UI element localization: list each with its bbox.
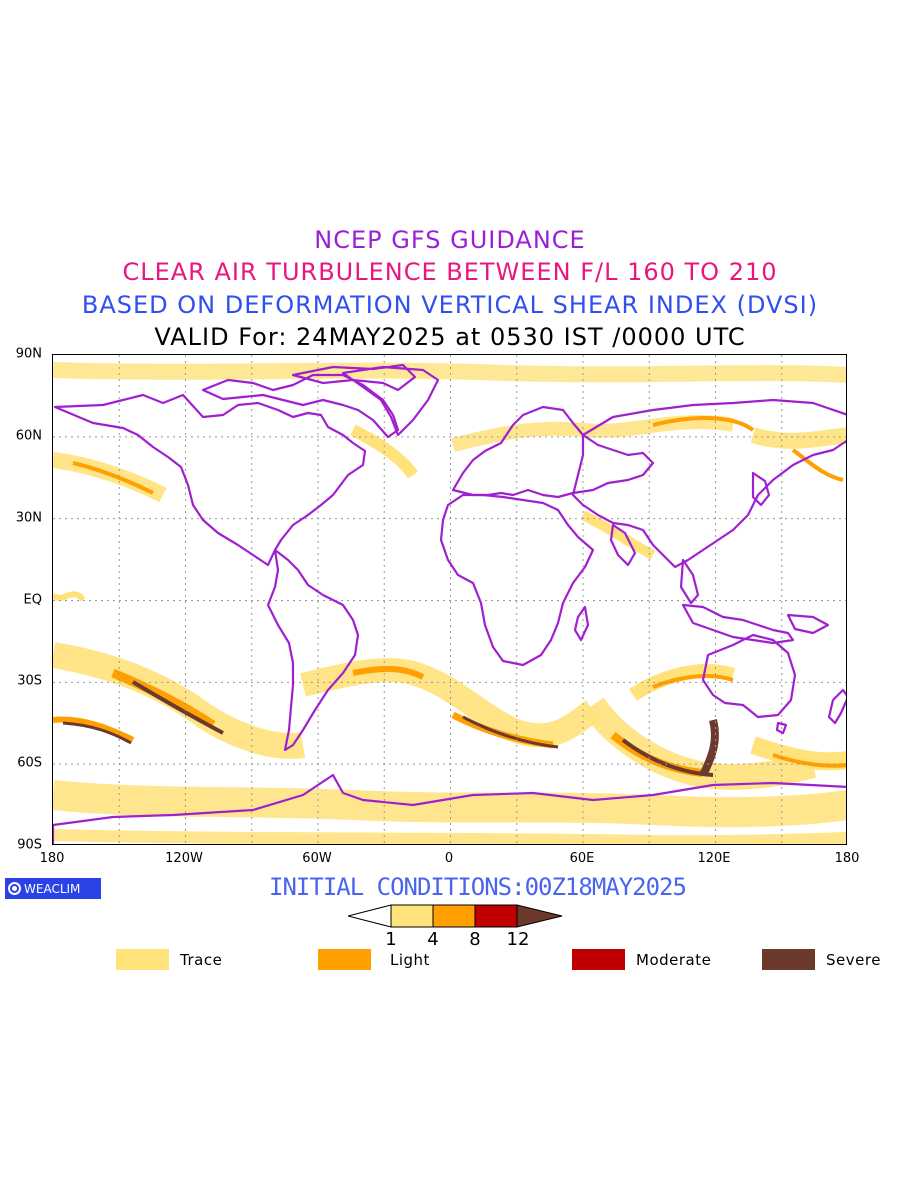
- lat-label-60n: 60N: [15, 428, 42, 444]
- colorbar-tick-4: 4: [427, 929, 439, 950]
- lat-label-90n: 90N: [15, 346, 42, 362]
- lat-label-30n: 30N: [15, 510, 42, 526]
- colorbar-below-1: [348, 904, 392, 928]
- lon-label-60e: 60E: [569, 851, 595, 866]
- colorbar-above-12: [516, 904, 563, 928]
- legend-label-trace: Trace: [180, 951, 223, 969]
- colorbar-tick-8: 8: [469, 929, 481, 950]
- colorbar-bin-moderate: [474, 904, 518, 928]
- title-product: NCEP GFS GUIDANCE: [314, 226, 586, 254]
- lon-label-120e: 120E: [697, 851, 731, 866]
- colorbar-tick-1: 1: [385, 929, 397, 950]
- lat-label-eq: EQ: [23, 592, 42, 608]
- colorbar-bin-light: [432, 904, 476, 928]
- title-method: BASED ON DEFORMATION VERTICAL SHEAR INDE…: [81, 291, 819, 319]
- lat-label-30s: 30S: [17, 673, 42, 689]
- legend-swatch-moderate: [572, 949, 625, 970]
- map-canvas: [53, 355, 846, 844]
- coastlines: [53, 363, 846, 844]
- lon-label-180w: 180: [39, 851, 65, 866]
- legend-swatch-light: [318, 949, 371, 970]
- legend-label-severe: Severe: [826, 951, 881, 969]
- weaclim-logo: WEACLIM: [5, 878, 101, 899]
- lat-label-90s: 90S: [17, 837, 42, 853]
- colorbar-tick-12: 12: [506, 929, 530, 950]
- lat-label-60s: 60S: [17, 755, 42, 771]
- colorbar: [348, 904, 563, 928]
- lon-label-60w: 60W: [302, 851, 332, 866]
- turbulence-map: [52, 354, 847, 845]
- colorbar-bin-trace: [390, 904, 434, 928]
- logo-text: WEACLIM: [24, 881, 81, 896]
- legend-swatch-trace: [116, 949, 169, 970]
- legend-label-moderate: Moderate: [636, 951, 712, 969]
- lat-lon-grid: [53, 355, 846, 844]
- initial-conditions: INITIAL CONDITIONS:00Z18MAY2025: [269, 873, 687, 901]
- title-parameter: CLEAR AIR TURBULENCE BETWEEN F/L 160 TO …: [122, 258, 778, 286]
- lon-label-120w: 120W: [165, 851, 203, 866]
- legend-label-light: Light: [390, 951, 430, 969]
- lon-label-180e: 180: [834, 851, 860, 866]
- copyright-icon: [8, 882, 21, 895]
- lon-label-0: 0: [444, 851, 454, 866]
- title-valid-time: VALID For: 24MAY2025 at 0530 IST /0000 U…: [154, 323, 746, 351]
- legend-swatch-severe: [762, 949, 815, 970]
- turbulence-shading: [53, 362, 846, 844]
